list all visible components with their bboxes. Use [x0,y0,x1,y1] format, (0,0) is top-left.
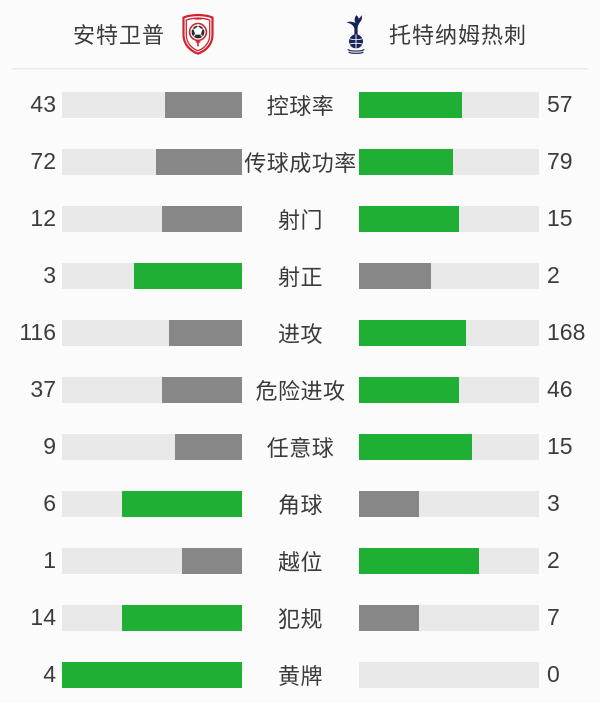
away-value: 2 [547,262,560,288]
home-bar-track [62,376,242,403]
home-value: 14 [30,604,56,630]
home-bar-fill [121,490,242,517]
stat-label: 任意球 [266,435,335,461]
away-bar-track [359,376,539,403]
away-value: 7 [547,604,560,630]
home-bar-track [62,91,242,118]
away-bar-fill [359,262,431,289]
stat-row: 1 越位 2 [0,532,600,589]
away-team-name: 托特纳姆热刺 [389,23,528,48]
stat-label: 黄牌 [277,663,323,689]
away-bar-track [359,262,539,289]
home-value: 12 [30,205,56,231]
away-bar-track [359,490,539,517]
away-bar-fill [359,205,460,232]
stat-row: 12 射门 15 [0,190,600,247]
stat-label: 射门 [277,207,323,233]
home-team-name: 安特卫普 [72,23,165,48]
home-bar-track [62,319,242,346]
away-bar-track [359,148,539,175]
home-value: 3 [43,262,56,288]
away-value: 15 [547,433,573,459]
stat-row: 37 危险进攻 46 [0,361,600,418]
home-bar-track [62,490,242,517]
home-bar-fill [182,547,242,574]
stat-label: 角球 [277,492,323,518]
home-value: 1 [43,547,56,573]
away-value: 15 [547,205,573,231]
home-bar-fill [156,148,242,175]
away-bar-fill [359,376,459,403]
away-bar-track [359,604,539,631]
away-value: 168 [547,319,586,345]
away-bar-fill [359,490,419,517]
home-bar-track [62,547,242,574]
home-bar-track [62,262,242,289]
away-team: 托特纳姆热刺 [333,11,527,57]
away-value: 3 [547,490,560,516]
stat-label: 越位 [277,549,323,575]
away-bar-fill [359,547,480,574]
home-value: 37 [30,376,56,402]
home-value: 4 [43,661,56,687]
stats-list: 43 控球率 57 72 传球成功率 79 12 射门 15 3 射正 2 116 进攻 168 37 危险进攻… [0,70,600,703]
home-bar-fill [174,433,242,460]
away-bar-fill [359,319,466,346]
home-bar-fill [121,604,242,631]
stat-row: 14 犯规 7 [0,589,600,646]
home-value: 43 [30,91,56,117]
stat-row: 3 射正 2 [0,247,600,304]
away-value: 57 [547,91,573,117]
home-bar-fill [134,262,242,289]
stat-row: 9 任意球 15 [0,418,600,475]
stat-label: 传球成功率 [244,150,357,176]
header-divider [12,68,588,70]
away-bar-track [359,319,539,346]
away-bar-track [359,661,539,688]
home-value: 116 [19,319,56,345]
home-bar-fill [162,205,242,232]
away-bar-track [359,91,539,118]
away-bar-fill [359,604,419,631]
royal-antwerp-crest-icon [175,11,221,57]
home-bar-track [62,205,242,232]
stat-row: 43 控球率 57 [0,76,600,133]
stat-label: 射正 [277,264,323,290]
stat-row: 6 角球 3 [0,475,600,532]
home-value: 6 [43,490,56,516]
stat-label: 危险进攻 [255,378,346,404]
stat-row: 72 传球成功率 79 [0,133,600,190]
home-bar-track [62,604,242,631]
home-bar-fill [62,661,242,688]
home-value: 72 [30,148,56,174]
stat-row: 116 进攻 168 [0,304,600,361]
home-bar-track [62,433,242,460]
home-bar-fill [168,319,242,346]
home-bar-track [62,148,242,175]
away-bar-track [359,433,539,460]
tottenham-hotspur-crest-icon [333,11,379,57]
stat-row: 4 黄牌 0 [0,646,600,703]
away-value: 79 [547,148,573,174]
stat-label: 控球率 [266,93,335,119]
home-team: 安特卫普 [73,11,221,57]
home-bar-track [62,661,242,688]
away-value: 2 [547,547,560,573]
away-bar-track [359,547,539,574]
away-bar-fill [359,91,462,118]
home-value: 9 [43,433,56,459]
stat-label: 犯规 [277,606,323,632]
home-bar-fill [164,91,242,118]
match-header: 安特卫普 [0,0,600,68]
away-bar-fill [359,433,472,460]
stat-label: 进攻 [277,321,323,347]
away-bar-track [359,205,539,232]
home-bar-fill [161,376,242,403]
away-value: 0 [547,661,560,687]
away-value: 46 [547,376,573,402]
away-bar-fill [359,148,454,175]
